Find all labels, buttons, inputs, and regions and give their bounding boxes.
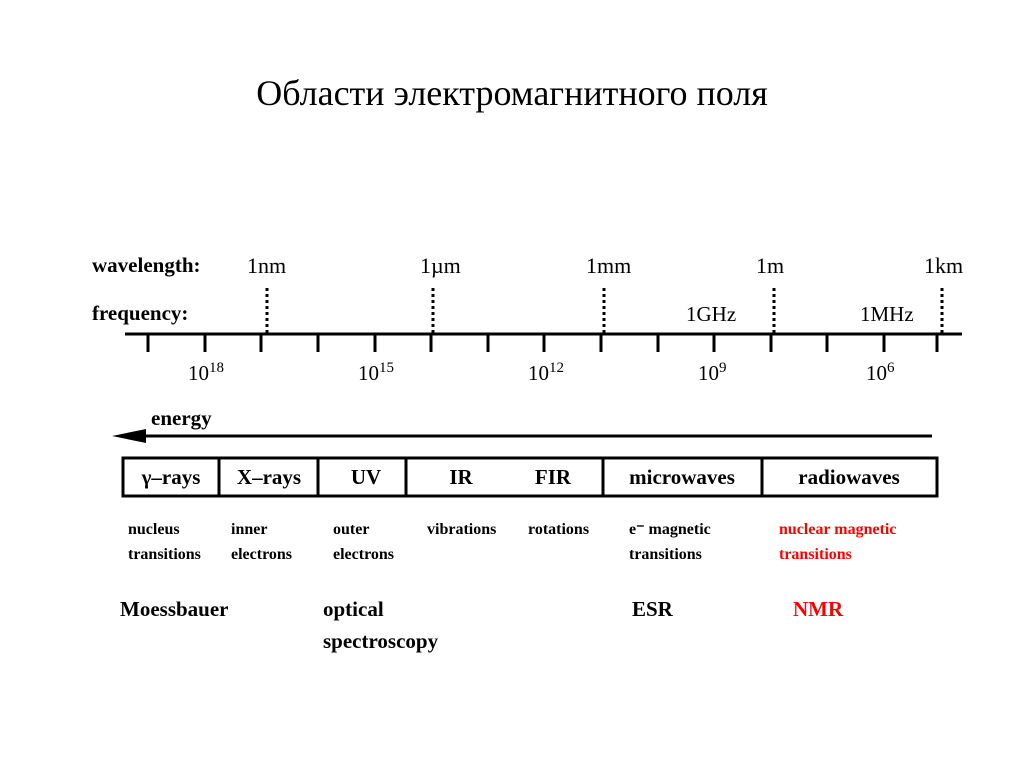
frequency-label: frequency: xyxy=(92,301,188,325)
wavelength-mark-1um: 1µm xyxy=(420,253,461,278)
region-fir: FIR xyxy=(535,465,572,489)
energy-label: energy xyxy=(151,406,212,430)
power-label-6: 106 xyxy=(866,360,895,385)
transition-vibrations: vibrations xyxy=(427,521,496,538)
transition-inner-electrons: inner electrons xyxy=(231,521,292,563)
region-x-rays: X–rays xyxy=(237,465,301,489)
method-esr: ESR xyxy=(632,597,674,621)
region-microwaves: microwaves xyxy=(629,465,735,489)
wavelength-mark-1km: 1km xyxy=(924,253,963,278)
region-boxes xyxy=(121,456,939,498)
region-radiowaves: radiowaves xyxy=(798,465,900,489)
power-label-18: 1018 xyxy=(188,360,224,385)
transition-rotations: rotations xyxy=(528,521,589,538)
region-gamma-rays: γ–rays xyxy=(141,465,201,489)
region-ir: IR xyxy=(449,465,473,489)
wavelength-guides xyxy=(265,288,944,333)
wavelength-mark-1m: 1m xyxy=(756,253,784,278)
slide-title: Области электромагнитного поля xyxy=(256,73,768,113)
power-label-9: 109 xyxy=(698,360,727,385)
methods: Moessbauer optical spectroscopy ESR NMR xyxy=(120,597,844,653)
wavelength-mark-1nm: 1nm xyxy=(247,253,286,278)
frequency-name-1ghz: 1GHz xyxy=(686,302,736,326)
power-label-15: 1015 xyxy=(358,360,394,385)
transition-nuclear-magnetic: nuclear magnetic transitions xyxy=(779,521,896,563)
region-box-outline xyxy=(121,456,939,498)
frequency-ticks xyxy=(146,334,939,352)
method-optical-spectroscopy: optical spectroscopy xyxy=(323,597,439,653)
power-label-12: 1012 xyxy=(528,360,564,385)
frequency-name-1mhz: 1MHz xyxy=(860,302,914,326)
transition-electron-magnetic: e⁻ magnetic transitions xyxy=(629,521,711,563)
transition-nucleus: nucleus transitions xyxy=(128,521,201,563)
region-uv: UV xyxy=(351,465,381,489)
wavelength-label: wavelength: xyxy=(92,253,201,277)
wavelength-mark-1mm: 1mm xyxy=(586,253,631,278)
method-nmr: NMR xyxy=(793,597,844,621)
transition-outer-electrons: outer electrons xyxy=(333,521,394,563)
method-moessbauer: Moessbauer xyxy=(120,597,229,621)
transitions: nucleus transitions inner electrons outer e… xyxy=(128,521,896,563)
energy-arrow-head-icon xyxy=(112,429,146,443)
